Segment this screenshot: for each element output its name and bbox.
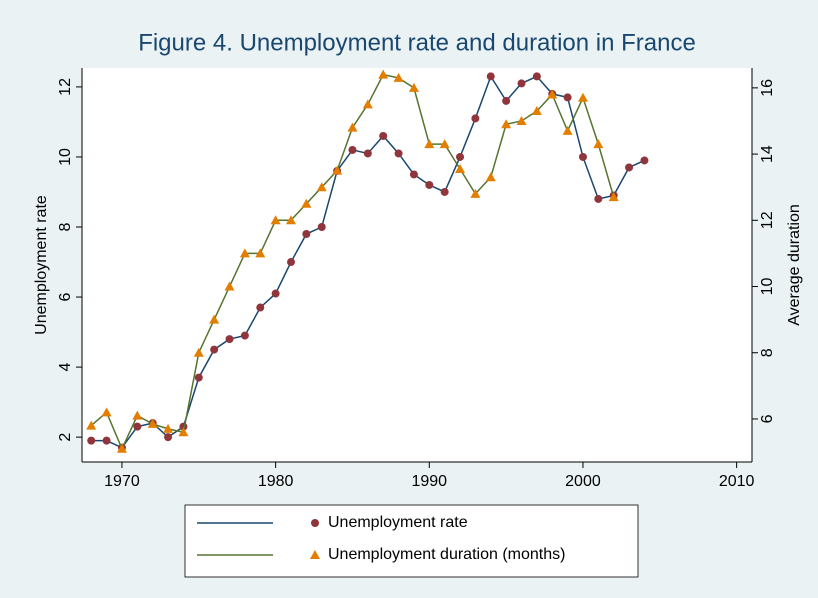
marker <box>147 418 158 428</box>
marker <box>271 289 280 298</box>
x-tick-label: 1990 <box>411 473 447 490</box>
marker <box>625 163 634 172</box>
x-tick-label: 2010 <box>719 473 755 490</box>
x-tick-label: 1970 <box>104 473 140 490</box>
marker <box>578 152 587 161</box>
marker <box>424 139 435 149</box>
marker <box>87 436 96 445</box>
marker <box>608 192 619 202</box>
marker <box>563 93 572 102</box>
marker <box>310 550 320 559</box>
marker <box>164 433 173 442</box>
marker <box>409 170 418 179</box>
marker <box>516 115 527 125</box>
y2-tick-label: 6 <box>759 414 776 423</box>
x-tick-label: 1980 <box>258 473 294 490</box>
marker <box>425 180 434 189</box>
marker <box>133 422 142 431</box>
marker <box>394 149 403 158</box>
y2-tick-label: 12 <box>759 211 776 229</box>
y-tick-label: 8 <box>57 222 74 231</box>
marker <box>471 114 480 123</box>
marker <box>593 139 604 149</box>
marker <box>302 230 311 239</box>
marker <box>348 145 357 154</box>
marker <box>239 248 250 258</box>
plot-area <box>82 68 752 462</box>
x-tick-label: 2000 <box>565 473 601 490</box>
marker <box>86 420 97 430</box>
marker <box>470 188 481 198</box>
marker <box>256 303 265 312</box>
marker <box>393 72 404 82</box>
marker <box>285 215 296 225</box>
marker <box>210 345 219 354</box>
marker <box>440 187 449 196</box>
marker <box>378 69 389 79</box>
marker <box>209 314 220 324</box>
marker <box>102 436 111 445</box>
marker <box>225 335 234 344</box>
marker <box>562 125 573 135</box>
marker <box>532 72 541 81</box>
marker <box>594 194 603 203</box>
y-tick-label: 2 <box>57 433 74 442</box>
y-tick-label: 12 <box>57 78 74 96</box>
marker <box>408 82 419 92</box>
marker <box>577 92 588 102</box>
marker <box>547 89 558 99</box>
marker <box>240 331 249 340</box>
y-tick-label: 6 <box>57 292 74 301</box>
marker <box>286 258 295 267</box>
marker <box>486 72 495 81</box>
marker <box>101 407 112 417</box>
marker <box>224 281 235 291</box>
marker <box>455 163 466 173</box>
y2-tick-label: 14 <box>759 145 776 163</box>
y2-tick-label: 16 <box>759 79 776 97</box>
marker <box>316 182 327 192</box>
marker <box>332 165 343 175</box>
marker <box>531 106 542 116</box>
marker <box>163 423 174 433</box>
marker <box>485 172 496 182</box>
chart-title: Figure 4. Unemployment rate and duration… <box>138 29 696 56</box>
marker <box>311 519 319 527</box>
marker <box>178 427 189 437</box>
marker <box>456 152 465 161</box>
legend-label: Unemployment duration (months) <box>328 546 565 563</box>
marker <box>270 215 281 225</box>
marker <box>255 248 266 258</box>
y2-axis-label: Average duration <box>786 204 803 326</box>
y-axis-label: Unemployment rate <box>33 195 50 335</box>
marker <box>347 122 358 132</box>
marker <box>317 223 326 232</box>
y2-tick-label: 10 <box>759 278 776 296</box>
marker <box>517 79 526 88</box>
marker <box>439 139 450 149</box>
marker <box>640 156 649 165</box>
y2-tick-label: 8 <box>759 348 776 357</box>
marker <box>502 96 511 105</box>
y-tick-label: 4 <box>57 363 74 372</box>
marker <box>301 198 312 208</box>
marker <box>362 99 373 109</box>
marker <box>116 443 127 453</box>
marker <box>363 149 372 158</box>
legend-label: Unemployment rate <box>328 514 468 531</box>
y-tick-label: 10 <box>57 148 74 166</box>
marker <box>193 347 204 357</box>
marker <box>501 119 512 129</box>
marker <box>194 373 203 382</box>
marker <box>132 410 143 420</box>
marker <box>379 131 388 140</box>
legend <box>184 504 639 578</box>
